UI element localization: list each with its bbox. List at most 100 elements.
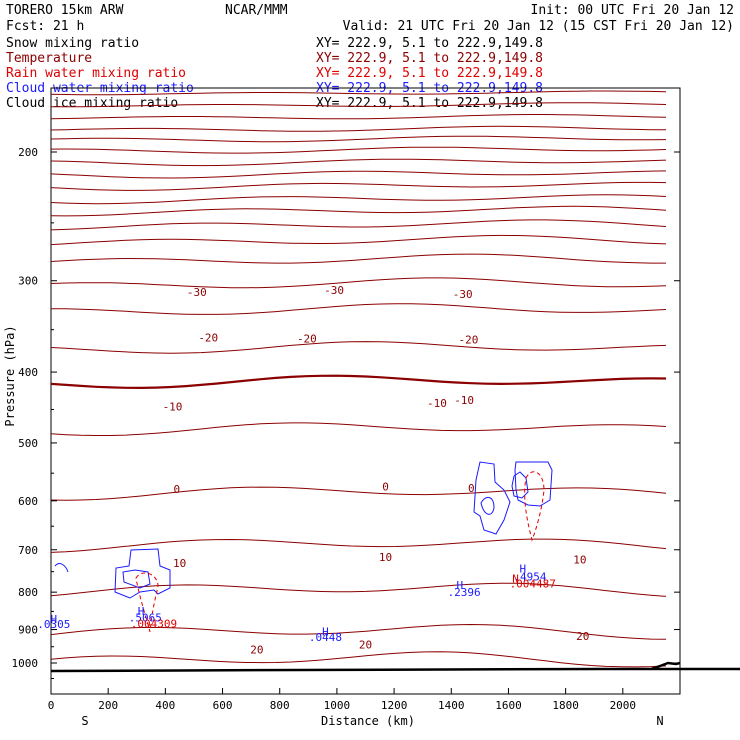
x-tick-label: 2000 [610,699,637,712]
temperature-contour-line [50,158,667,167]
temperature-contour-label: 10 [379,551,392,564]
temperature-contour-label: -30 [187,286,207,299]
temperature-contour-line [51,102,667,108]
x-tick-label: 1400 [438,699,465,712]
terrain-line [50,661,740,673]
temperature-contour-line [50,90,667,96]
temperature-contour-line [50,135,667,143]
temperature-contour-line [50,125,667,132]
field-xy-rain: XY= 222.9, 5.1 to 222.9,149.8 [316,66,543,81]
temperature-contour-line [50,623,667,640]
y-tick-label: 1000 [12,657,39,670]
temperature-contour-label: -20 [458,334,478,347]
x-end-label-right: N [656,714,663,728]
temperature-contour-label: 20 [359,638,372,651]
temperature-contour-label: 0 [382,481,389,494]
temperature-contour-line [50,219,667,231]
rain-water-contours [135,471,545,633]
y-tick-label: 200 [18,146,38,159]
temperature-contour-label: -30 [324,284,344,297]
field-xy-temperature: XY= 222.9, 5.1 to 222.9,149.8 [316,51,543,66]
temperature-contour-label: -20 [198,332,218,345]
x-tick-label: 400 [155,699,175,712]
temperature-contour-label: 10 [173,557,186,570]
rain-water-contour-a [135,572,159,633]
extrema-label: .4954 [513,570,546,583]
x-tick-label: 200 [98,699,118,712]
temperature-contour-label: 0 [468,482,475,495]
extrema-label: .2396 [448,586,481,599]
temperature-contour-line [50,146,667,154]
temperature-contour-line [50,181,667,191]
extrema-labels: H.5065.004309H.0305H.0448H.2396H.4954N.0… [37,562,556,644]
cloud-water-contour-f [514,461,553,507]
temperature-contour-line [50,422,667,436]
temperature-contour-line [50,374,667,390]
temperature-contour-line [50,651,667,668]
temperature-contour-line [50,194,667,205]
temperature-contour-label: 20 [250,644,263,657]
temperature-contour-line [50,538,667,553]
y-tick-label: 700 [18,544,38,557]
temperature-contour-line [50,277,667,289]
temperature-contour-line [50,205,667,217]
field-xy-cloud-ice: XY= 222.9, 5.1 to 222.9,149.8 [316,96,543,111]
temperature-contour-labels: -30 -30 -30 -20 -20 -20 -10 -10 -10 0 0 0 10 10 10 20 20… [163,284,590,657]
rain-water-contour-b [524,471,545,542]
cloud-water-contour-c [54,563,69,573]
extrema-label: .004487 [510,577,556,590]
extrema-label: H [322,625,329,638]
cloud-water-contour-a [114,548,171,599]
extrema-label: N [512,572,519,585]
cloud-water-contour-g [511,471,529,499]
temperature-contours [50,90,667,668]
temperature-contour-label: -10 [163,401,183,414]
valid-time: Valid: 21 UTC Fri 20 Jan 12 (15 CST Fri … [343,19,734,34]
cloud-water-contour-d [473,461,511,535]
temperature-contour-label: -30 [453,288,473,301]
x-tick-label: 1000 [324,699,351,712]
temperature-contour-line [50,582,667,597]
temperature-contour-line [50,114,667,120]
x-tick-label: 1200 [381,699,408,712]
x-tick-label: 1600 [495,699,522,712]
y-tick-label: 500 [18,437,38,450]
init-time: Init: 00 UTC Fri 20 Jan 12 [531,3,735,18]
x-end-label-left: S [81,714,88,728]
field-name-cloud-ice: Cloud ice mixing ratio [6,96,178,111]
temperature-contour-line [50,486,667,501]
center-name: NCAR/MMM [225,3,288,18]
y-tick-label: 400 [18,366,38,379]
forecast-hour: Fcst: 21 h [6,19,84,34]
temperature-contour-label: -20 [297,333,317,346]
cloud-water-contour-b [122,569,151,589]
temperature-contour-label: -10 [427,397,447,410]
x-tick-label: 600 [213,699,233,712]
cloud-water-contours [54,461,553,599]
temperature-contour-line [50,253,666,264]
x-axis: 0 200 400 600 800 1000 1200 1400 1600 1800 2000 [48,688,636,712]
temperature-contour-line [50,341,667,354]
x-axis-label: Distance (km) [321,714,415,728]
extrema-label: H [51,613,58,626]
y-tick-label: 800 [18,586,38,599]
y-tick-label: 900 [18,624,38,637]
y-tick-label: 600 [18,495,38,508]
field-name-snow: Snow mixing ratio [6,36,139,51]
field-xy-snow: XY= 222.9, 5.1 to 222.9,149.8 [316,36,543,51]
temperature-contour-label: 0 [173,483,180,496]
x-tick-label: 0 [48,699,55,712]
extrema-label: H [457,579,464,592]
temperature-contour-line [50,303,667,315]
extrema-label: .0305 [37,618,70,631]
temperature-contour-label: 20 [576,630,589,643]
y-tick-label: 300 [18,275,38,288]
field-name-temperature: Temperature [6,51,92,66]
temperature-contour-label: -10 [454,394,474,407]
header: TORERO 15km ARW NCAR/MMM Init: 00 UTC Fr… [6,3,734,111]
y-axis-label: Pressure (hPa) [3,325,17,426]
extrema-label: H [138,605,145,618]
extrema-label: .004309 [131,617,177,630]
